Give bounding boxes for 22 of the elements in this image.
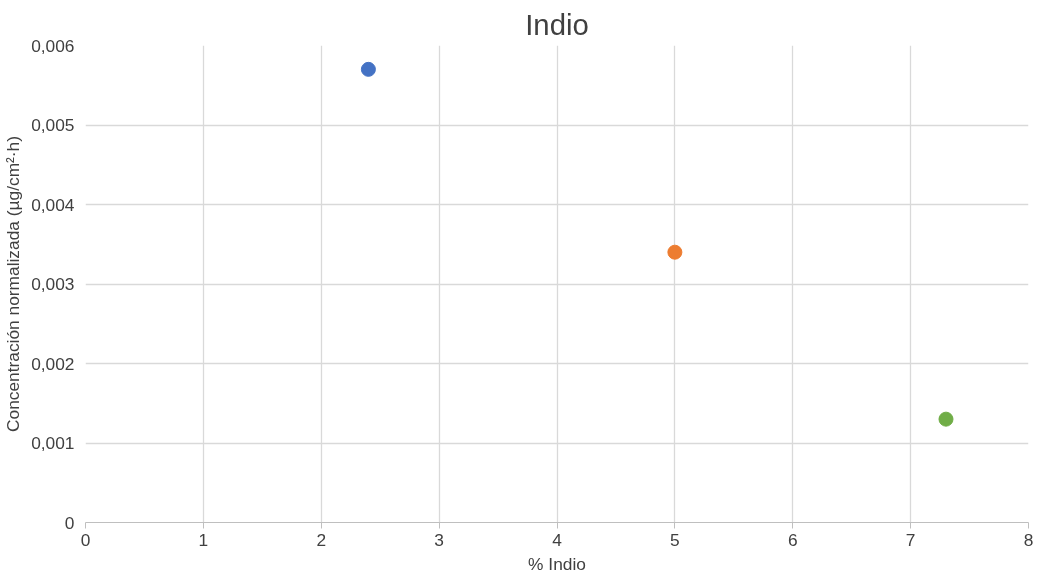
x-tick-label: 7 <box>905 529 916 550</box>
y-tick-label: 0,001 <box>31 433 75 453</box>
point <box>938 411 954 427</box>
point <box>360 61 376 77</box>
y-axis-title: Concentración normalizada (µg/cm²·h) <box>3 135 24 432</box>
x-tick-label: 6 <box>787 529 798 550</box>
x-tick-label: 8 <box>1023 529 1034 550</box>
x-tick-label: 2 <box>316 529 327 550</box>
x-tick-label: 3 <box>434 529 444 550</box>
x-tick-label: 1 <box>198 529 209 550</box>
y-tick-label: 0,004 <box>31 194 75 215</box>
y-tick-label: 0,002 <box>31 353 75 374</box>
x-tick-label: 5 <box>670 529 680 550</box>
y-tick-label: 0,003 <box>31 274 75 294</box>
x-tick-label: 0 <box>80 529 91 550</box>
point <box>667 244 683 260</box>
x-axis-title: % Indio <box>528 553 586 574</box>
chart-title: Indio <box>525 7 589 41</box>
y-tick-label: 0,005 <box>31 115 75 135</box>
x-tick-label: 4 <box>552 529 563 550</box>
y-tick-label: 0,006 <box>31 35 75 56</box>
y-tick-label: 0 <box>64 512 75 533</box>
